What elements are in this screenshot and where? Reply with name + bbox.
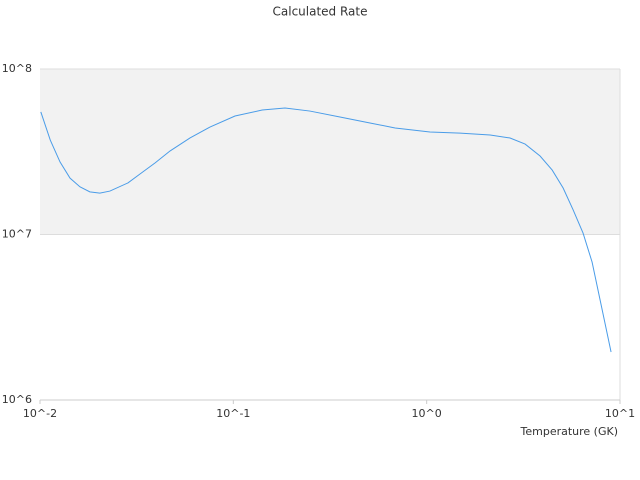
x-axis-label: Temperature (GK) [520, 425, 619, 438]
y-tick-label: 10^7 [2, 228, 32, 241]
y-tick-label: 10^8 [2, 62, 32, 75]
x-tick-label: 10^1 [605, 407, 635, 420]
data-line [40, 107, 612, 353]
y-tick-label: 10^6 [2, 393, 32, 406]
x-tick-label: 10^-2 [23, 407, 57, 420]
chart-title: Calculated Rate [273, 5, 368, 19]
grid-band [40, 69, 620, 235]
x-tick-label: 10^-1 [216, 407, 250, 420]
x-tick-label: 10^0 [412, 407, 442, 420]
